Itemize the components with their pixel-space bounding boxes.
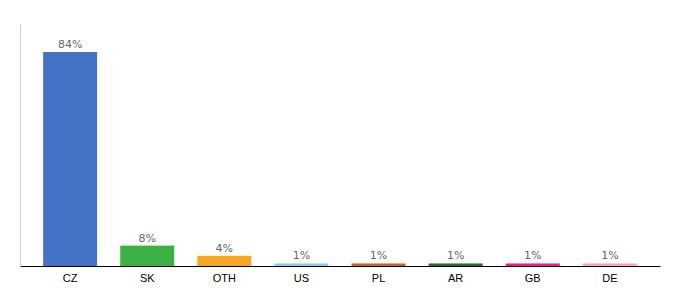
data-label: 8% [139,232,156,245]
bar [352,263,406,266]
chart: CZ SK OTH US PL AR GB DE 84% 8% 4% 1% 1% 1% 1% 1% [0,0,680,300]
bar [197,256,251,266]
x-tick-label: AR [448,272,463,284]
bar [506,263,560,266]
x-tick-label: OTH [213,272,236,284]
bar [120,246,174,266]
x-tick: CZ [63,272,78,284]
x-tick: AR [448,272,463,284]
x-axis-line [21,266,661,267]
x-tick: PL [372,272,385,284]
plot: CZ SK OTH US PL AR GB DE 84% 8% 4% 1% 1% 1% 1% 1% [21,25,661,285]
data-label: 1% [370,249,387,262]
y-axis [20,25,21,267]
data-label: 1% [601,249,618,262]
x-tick-label: US [294,272,309,284]
bar [43,52,97,266]
bar [274,263,328,266]
y-axis-line [20,25,21,267]
x-tick: SK [140,272,155,284]
x-tick-label: PL [372,272,385,284]
x-tick-label: GB [525,272,541,284]
x-tick: GB [525,272,541,284]
data-labels: 84% 8% 4% 1% 1% 1% 1% 1% [58,38,619,262]
data-label: 1% [447,249,464,262]
x-axis: CZ SK OTH US PL AR GB DE [21,267,661,285]
data-label: 4% [216,242,233,255]
x-tick-label: CZ [63,272,78,284]
bars [43,52,637,266]
x-tick-label: DE [602,272,617,284]
data-label: 1% [524,249,541,262]
bar [583,263,637,266]
x-tick: DE [602,272,617,284]
x-tick: OTH [213,272,236,284]
data-label: 84% [58,38,82,51]
bar [429,263,483,266]
x-tick-label: SK [140,272,155,284]
x-tick: US [294,272,309,284]
data-label: 1% [293,249,310,262]
